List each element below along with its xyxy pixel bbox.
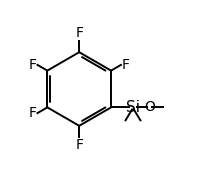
Text: F: F: [29, 58, 37, 72]
Text: Si: Si: [126, 100, 140, 115]
Text: F: F: [122, 58, 130, 72]
Text: O: O: [144, 100, 155, 114]
Text: F: F: [75, 26, 83, 40]
Text: F: F: [29, 106, 37, 120]
Text: F: F: [75, 138, 83, 152]
